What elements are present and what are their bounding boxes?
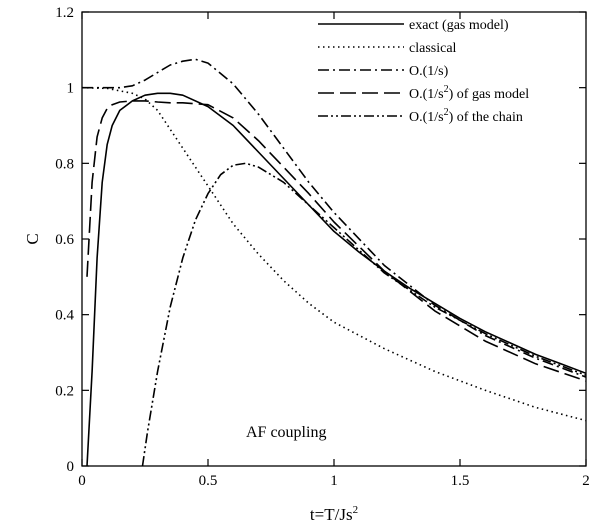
y-tick-label: 1.2 <box>55 5 74 21</box>
legend-label-1: exact (gas model) <box>409 18 509 33</box>
x-axis-title-superscript: 2 <box>353 504 359 516</box>
y-tick-label: 0 <box>67 459 75 475</box>
x-axis-title: t=T/Js2 <box>310 504 358 524</box>
x-tick-label: 1.5 <box>451 473 470 489</box>
x-tick-label: 2 <box>582 473 590 489</box>
series-line-5 <box>141 162 586 466</box>
y-tick-label: 0.6 <box>55 232 74 248</box>
x-tick-label: 0.5 <box>199 473 218 489</box>
legend: exact (gas model) classical O.(1/s) O.(1/s2… <box>318 18 529 125</box>
series-line-2 <box>82 86 586 422</box>
plot-frame <box>81 11 587 467</box>
y-tick-label: 0.8 <box>55 156 74 172</box>
series-line-3 <box>82 58 586 378</box>
series-layer <box>82 58 586 466</box>
legend-label-5: O.(1/s2) of the chain <box>409 107 523 125</box>
y-axis-title: C <box>23 233 42 244</box>
annotation-af-coupling: AF coupling <box>246 424 326 441</box>
legend-label-2: classical <box>409 41 457 56</box>
y-tick-label: 0.4 <box>55 308 74 324</box>
legend-label-4: O.(1/s2) of gas model <box>409 84 529 102</box>
y-tick-label: 0.2 <box>55 383 74 399</box>
x-tick-label: 1 <box>330 473 338 489</box>
x-axis-title-text: t=T/Js <box>310 505 353 524</box>
legend-label-3: O.(1/s) <box>409 64 449 79</box>
x-tick-label: 0 <box>78 473 86 489</box>
series-line-4 <box>86 100 586 382</box>
ticks-layer: 0 0.5 1 1.5 2 0 0.2 0.4 0.6 0.8 1 1.2 <box>55 5 590 489</box>
y-tick-label: 1 <box>67 81 75 97</box>
series-line-1 <box>86 92 586 466</box>
